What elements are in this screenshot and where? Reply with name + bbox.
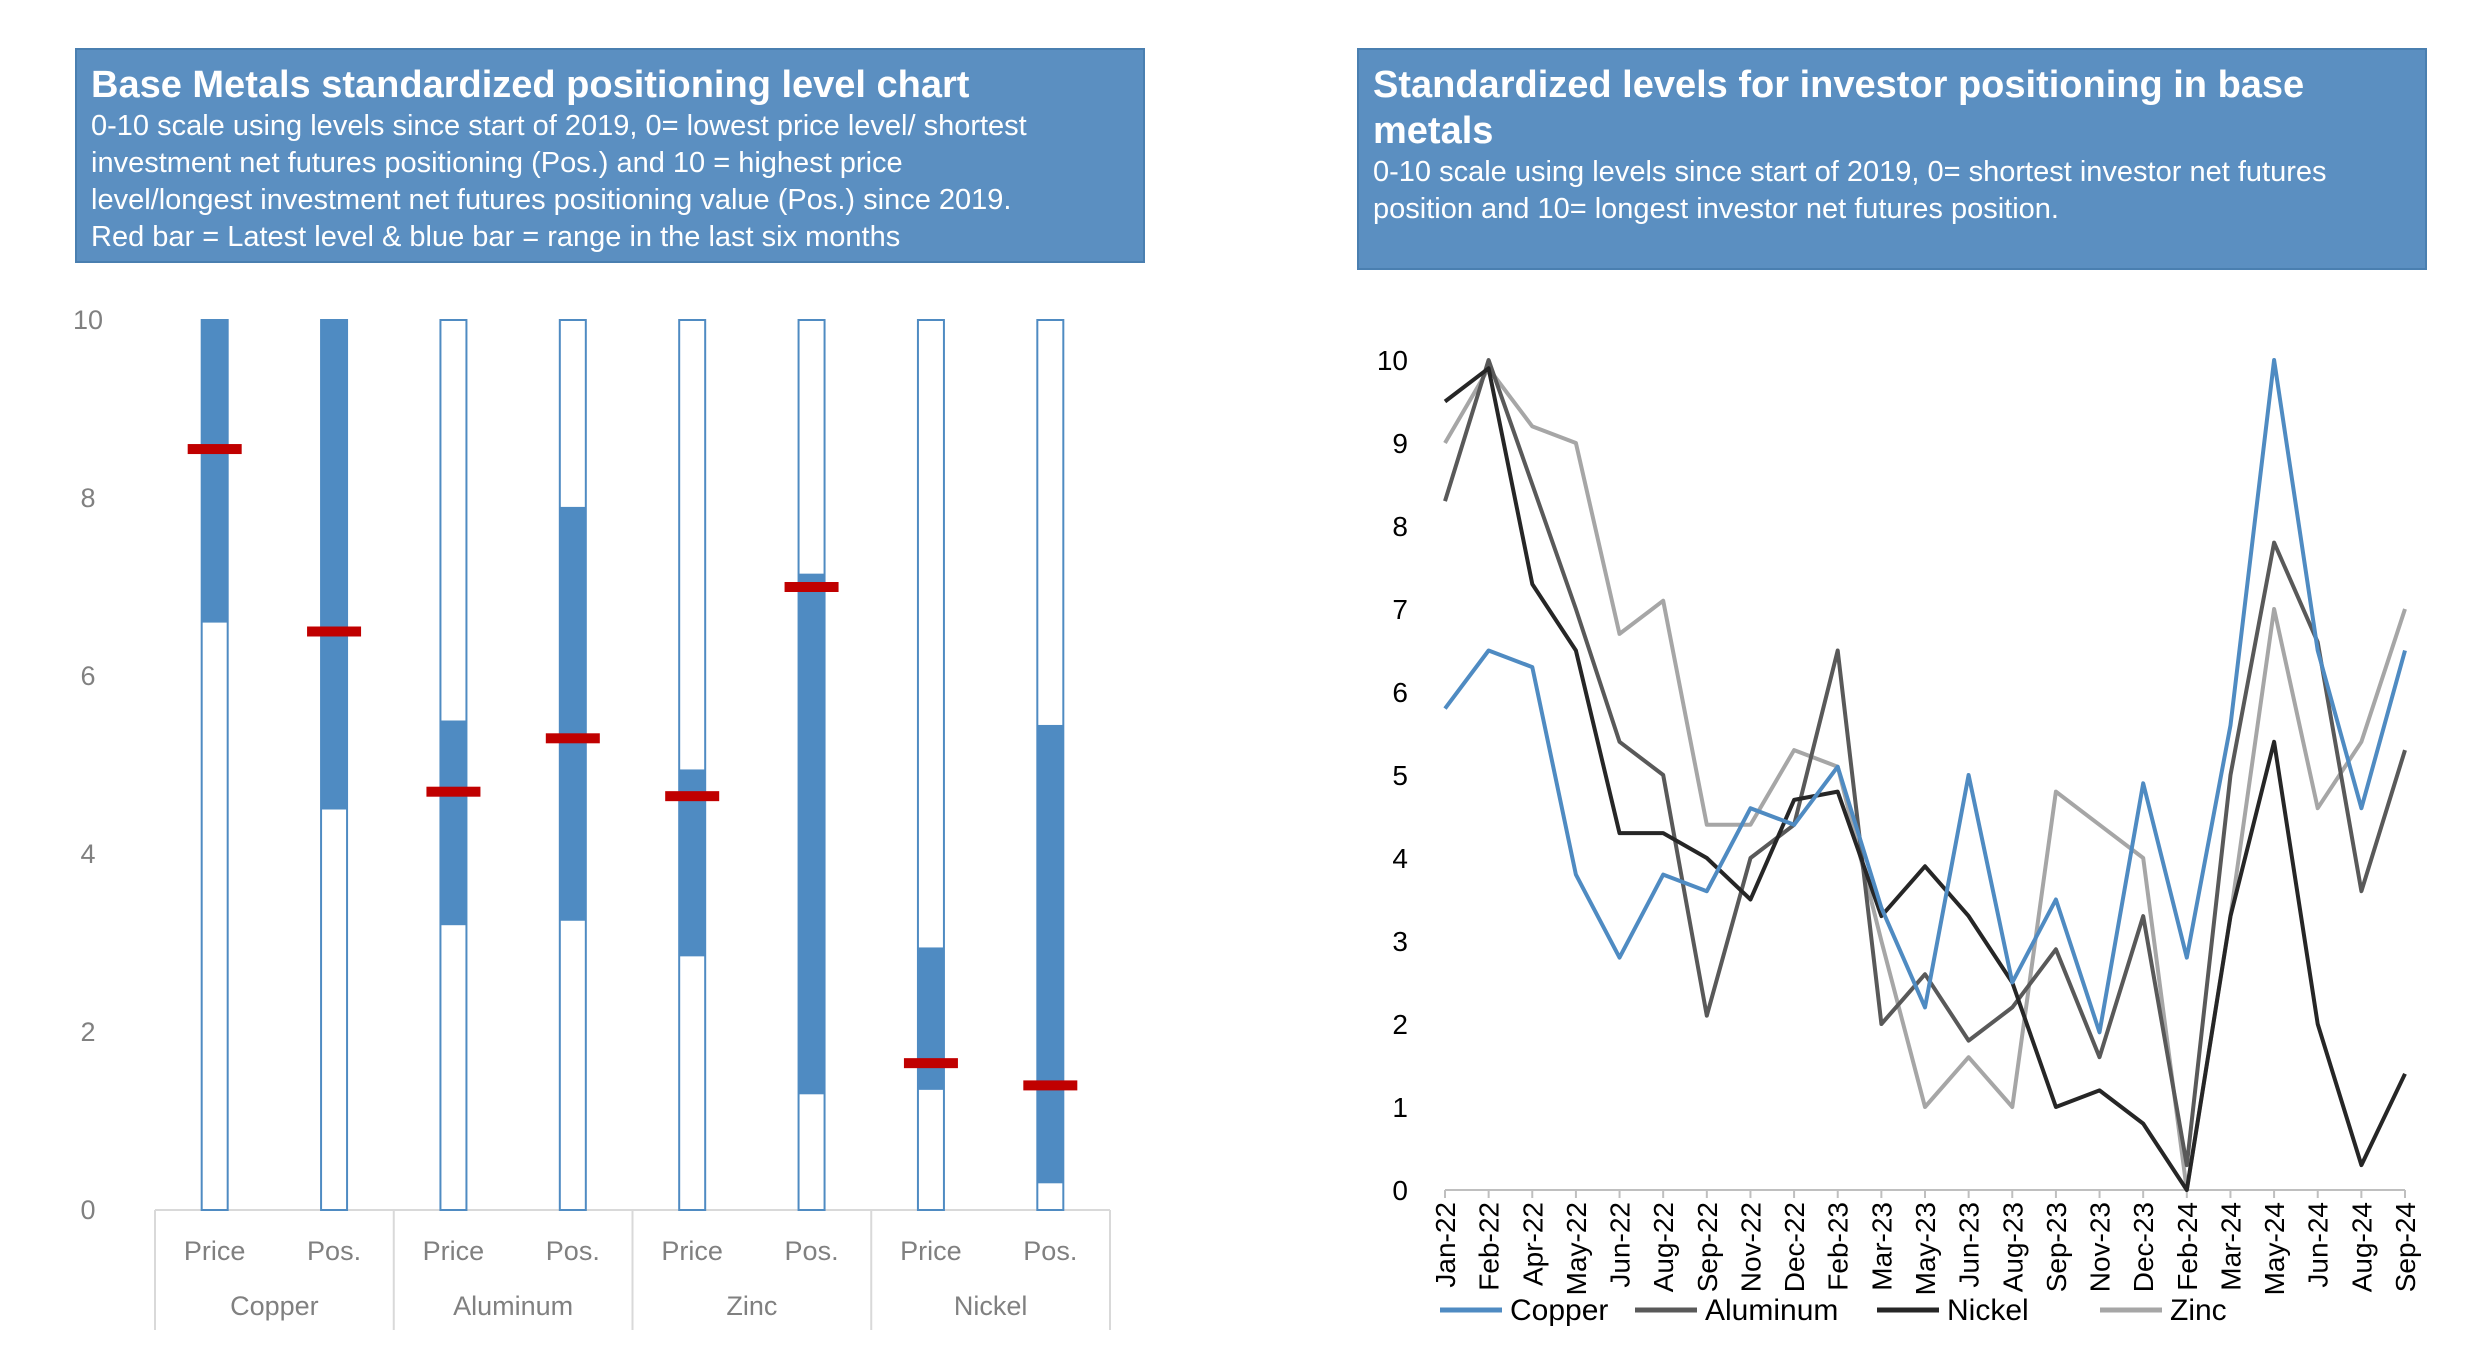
x-tick-label: May-24 <box>2259 1202 2290 1295</box>
right-chart-title-line: metals <box>1373 110 1494 152</box>
y-tick-label: 5 <box>1392 760 1408 791</box>
group-label: Copper <box>230 1291 319 1321</box>
series-line-nickel <box>1443 366 2407 1192</box>
y-tick-label: 7 <box>1392 594 1408 625</box>
y-tick-label: 6 <box>1392 677 1408 708</box>
y-tick-label: 2 <box>80 1017 95 1047</box>
y-tick-label: 8 <box>80 483 95 513</box>
y-tick-label: 9 <box>1392 428 1408 459</box>
x-tick-label: Nov-23 <box>2085 1202 2116 1292</box>
legend-label: Aluminum <box>1705 1294 1838 1327</box>
x-tick-label: Mar-23 <box>1866 1202 1897 1291</box>
x-tick-label: Jan-22 <box>1430 1202 1461 1288</box>
y-tick-label: 1 <box>1392 1092 1408 1123</box>
x-tick-label: Pos. <box>785 1236 839 1266</box>
series-line-aluminum <box>1443 358 2407 1168</box>
latest-marker <box>665 791 720 802</box>
left-subtitle-line: Red bar = Latest level & blue bar = rang… <box>91 221 901 253</box>
y-tick-label: 10 <box>1377 345 1408 376</box>
line-chart: 0 1 2 3 4 5 6 7 8 9 10 Jan-22 Feb-22 Apr-22 May-22 Jun-… <box>1377 345 2421 1327</box>
latest-marker <box>545 733 600 744</box>
left-subtitle-line: 0-10 scale using levels since start of 2… <box>91 110 1027 142</box>
y-tick-label: 0 <box>80 1195 95 1225</box>
latest-marker <box>426 786 481 797</box>
legend-label: Copper <box>1510 1294 1608 1327</box>
range-bar <box>201 320 228 623</box>
x-tick-label: Nov-22 <box>1735 1202 1766 1292</box>
x-tick-label: Apr-22 <box>1517 1202 1548 1286</box>
y-tick-label: 3 <box>1392 926 1408 957</box>
y-tick-label: 4 <box>80 839 95 869</box>
x-tick-label: Aug-23 <box>1997 1202 2028 1292</box>
range-bar <box>798 573 825 1095</box>
x-tick-label: Sep-24 <box>2390 1202 2421 1292</box>
left-subtitle-line: level/longest investment net futures pos… <box>91 184 1012 216</box>
range-bar <box>440 720 467 926</box>
x-tick-label: Price <box>900 1236 962 1266</box>
group-label: Zinc <box>726 1291 777 1321</box>
x-tick-label: Feb-22 <box>1474 1202 1505 1291</box>
range-bar <box>559 506 586 921</box>
latest-marker <box>903 1058 958 1069</box>
x-tick-label: Pos. <box>307 1236 361 1266</box>
x-tick-label: Price <box>423 1236 485 1266</box>
latest-marker <box>784 582 839 592</box>
range-bar <box>1037 724 1064 1184</box>
right-chart-header: Standardized levels for investor positio… <box>1357 48 2427 270</box>
legend-label: Zinc <box>2170 1294 2227 1327</box>
group-label: Aluminum <box>453 1291 573 1321</box>
y-tick-label: 2 <box>1392 1009 1408 1040</box>
x-tick-label: Pos. <box>1023 1236 1077 1266</box>
series-line-zinc <box>1443 366 2407 1192</box>
x-tick-label: Jun-23 <box>1954 1202 1985 1288</box>
right-subtitle-line: 0-10 scale using levels since start of 2… <box>1373 156 2327 188</box>
x-tick-label: Sep-22 <box>1692 1202 1723 1292</box>
latest-marker <box>307 626 362 637</box>
y-tick-label: 10 <box>73 305 103 335</box>
right-chart-title-line: Standardized levels for investor positio… <box>1373 64 2305 106</box>
group-label: Nickel <box>954 1291 1028 1321</box>
x-tick-label: Aug-22 <box>1648 1202 1679 1292</box>
legend-label: Nickel <box>1947 1294 2029 1327</box>
x-tick-label: Price <box>661 1236 723 1266</box>
left-chart-header: Base Metals standardized positioning lev… <box>75 48 1145 263</box>
series-line-copper <box>1443 358 2407 1035</box>
x-tick-label: May-23 <box>1910 1202 1941 1295</box>
x-tick-label: Mar-24 <box>2215 1202 2246 1291</box>
x-tick-label: May-22 <box>1561 1202 1592 1295</box>
x-tick-label: Pos. <box>546 1236 600 1266</box>
range-bar <box>917 947 944 1090</box>
x-tick-label: Aug-24 <box>2346 1202 2377 1292</box>
right-subtitle-line: position and 10= longest investor net fu… <box>1373 193 2059 225</box>
y-tick-label: 0 <box>1392 1175 1408 1206</box>
y-tick-label: 4 <box>1392 843 1408 874</box>
x-tick-label: Price <box>184 1236 246 1266</box>
y-tick-label: 8 <box>1392 511 1408 542</box>
x-tick-label: Feb-23 <box>1823 1202 1854 1291</box>
range-bar <box>321 320 348 810</box>
x-tick-label: Dec-23 <box>2128 1202 2159 1292</box>
left-chart-title: Base Metals standardized positioning lev… <box>91 64 970 106</box>
x-tick-label: Jun-24 <box>2303 1202 2334 1288</box>
range-bar-chart: 0 2 4 6 8 10 Price Pos. Price Pos. Price Pos. Price P… <box>73 305 1111 1330</box>
latest-marker <box>187 444 242 455</box>
y-tick-label: 6 <box>80 661 95 691</box>
bar-outline <box>678 319 707 1211</box>
left-subtitle-line: investment net futures positioning (Pos.… <box>91 147 903 179</box>
latest-marker <box>1023 1080 1078 1091</box>
x-tick-label: Feb-24 <box>2172 1202 2203 1291</box>
x-tick-label: Sep-23 <box>2041 1202 2072 1292</box>
x-tick-label: Jun-22 <box>1605 1202 1636 1288</box>
x-tick-label: Dec-22 <box>1779 1202 1810 1292</box>
